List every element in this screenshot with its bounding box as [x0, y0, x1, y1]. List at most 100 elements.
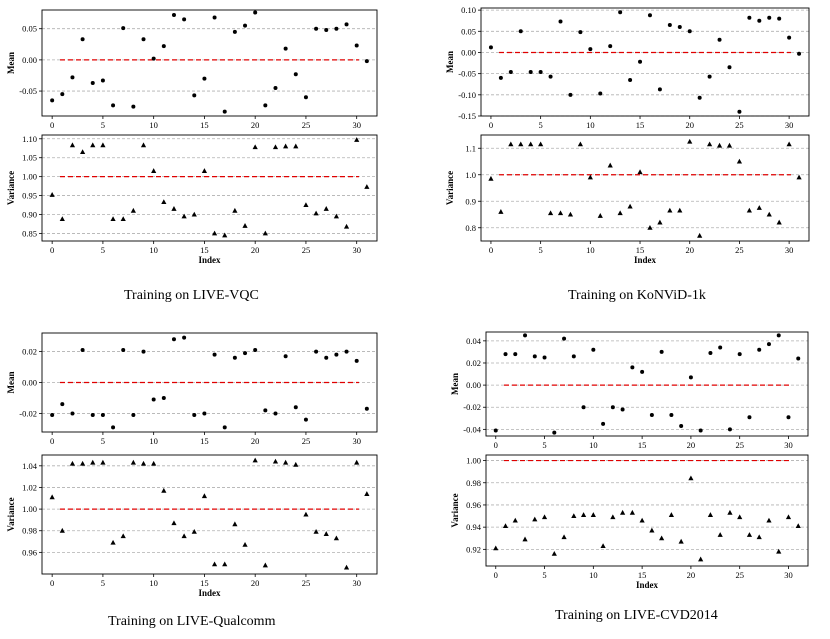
- variance-point: [293, 143, 299, 149]
- x-tick-label: 10: [149, 436, 158, 446]
- mean-point: [493, 428, 498, 433]
- mean-point: [141, 349, 146, 354]
- y-tick-label: 0.98: [466, 478, 481, 488]
- mean-point: [717, 37, 722, 42]
- x-tick-label: 0: [494, 570, 498, 580]
- mean-point: [243, 23, 248, 28]
- mean-point: [171, 12, 176, 17]
- x-axis-label: Index: [198, 588, 221, 598]
- mean-point: [80, 348, 85, 353]
- x-tick-label: 10: [149, 245, 158, 255]
- mean-point: [588, 47, 593, 52]
- x-tick-label: 0: [489, 120, 493, 130]
- variance-point: [580, 512, 587, 517]
- variance-point: [211, 561, 218, 567]
- mean-point: [222, 425, 227, 430]
- variance-point: [512, 517, 518, 523]
- variance-point: [130, 207, 136, 213]
- variance-point: [69, 142, 76, 148]
- x-tick-label: 15: [638, 440, 647, 450]
- mean-point: [80, 37, 85, 42]
- variance-point: [617, 210, 623, 216]
- variance-point: [716, 142, 723, 148]
- variance-point: [222, 232, 228, 238]
- y-tick-label: 0.92: [466, 544, 481, 554]
- variance-point: [776, 548, 782, 554]
- mean-point: [657, 87, 662, 92]
- variance-point: [59, 216, 65, 222]
- variance-point: [551, 550, 557, 556]
- variance-point: [697, 232, 703, 238]
- variance-point: [323, 206, 329, 211]
- panel-variance-1: 1.1 1.0 0.9 0.8 0 5 10 15 20 25 30 Variance Index: [445, 134, 810, 265]
- x-tick-label: 25: [302, 578, 311, 588]
- variance-point: [590, 512, 596, 517]
- variance-point: [323, 531, 329, 536]
- variance-point: [343, 564, 350, 570]
- x-tick-label: 30: [784, 440, 793, 450]
- variance-point: [222, 561, 228, 567]
- y-tick-label: 1.00: [466, 456, 481, 466]
- variance-point: [795, 523, 801, 529]
- y-tick-label: 1.1: [465, 143, 476, 153]
- x-tick-label: 30: [352, 120, 361, 130]
- variance-point: [171, 206, 177, 211]
- variance-point: [364, 491, 370, 496]
- variance-point: [100, 459, 106, 465]
- mean-point: [618, 10, 623, 15]
- x-tick-label: 20: [251, 436, 260, 446]
- variance-point: [627, 203, 633, 209]
- mean-point: [364, 406, 369, 411]
- y-axis-label: Variance: [450, 493, 460, 527]
- variance-point: [232, 521, 238, 527]
- y-tick-label: 0.02: [22, 347, 37, 357]
- variance-point: [637, 169, 643, 175]
- y-tick-label: 0.00: [466, 380, 481, 390]
- variance-point: [130, 459, 136, 465]
- x-tick-label: 15: [200, 120, 209, 130]
- variance-point: [498, 209, 504, 214]
- x-tick-label: 30: [784, 570, 793, 580]
- variance-point: [502, 523, 509, 529]
- y-tick-label: -0.10: [458, 90, 476, 100]
- variance-point: [587, 174, 593, 180]
- mean-point: [513, 352, 518, 357]
- x-tick-label: 5: [539, 120, 543, 130]
- y-tick-label: 1.02: [22, 482, 37, 492]
- y-axis-label: Mean: [445, 51, 455, 73]
- mean-point: [538, 69, 543, 74]
- y-tick-label: 0.96: [22, 547, 37, 557]
- variance-point: [232, 207, 238, 213]
- variance-point: [532, 516, 538, 522]
- y-tick-label: 1.00: [22, 172, 37, 182]
- x-tick-label: 0: [50, 120, 54, 130]
- variance-point: [120, 216, 126, 222]
- mean-point: [568, 92, 573, 97]
- mean-point: [192, 412, 197, 417]
- x-tick-label: 25: [735, 440, 744, 450]
- variance-point: [283, 459, 289, 465]
- variance-point: [659, 535, 665, 541]
- mean-point: [598, 91, 603, 96]
- variance-point: [649, 527, 655, 533]
- mean-point: [667, 22, 672, 27]
- variance-point: [688, 475, 694, 481]
- mean-point: [314, 349, 319, 354]
- mean-point: [192, 93, 197, 98]
- mean-point: [111, 425, 116, 430]
- y-tick-label: 0.9: [465, 196, 476, 206]
- variance-point: [191, 529, 197, 534]
- mean-point: [324, 27, 329, 32]
- variance-point: [600, 543, 606, 549]
- variance-point: [522, 536, 528, 542]
- mean-point: [528, 69, 533, 74]
- variance-point: [364, 184, 370, 189]
- x-tick-label: 30: [352, 245, 361, 255]
- x-tick-label: 30: [785, 245, 794, 255]
- mean-point: [687, 29, 692, 34]
- mean-point: [727, 65, 732, 70]
- variance-point: [786, 141, 792, 147]
- x-tick-label: 0: [50, 245, 54, 255]
- variance-point: [657, 219, 663, 225]
